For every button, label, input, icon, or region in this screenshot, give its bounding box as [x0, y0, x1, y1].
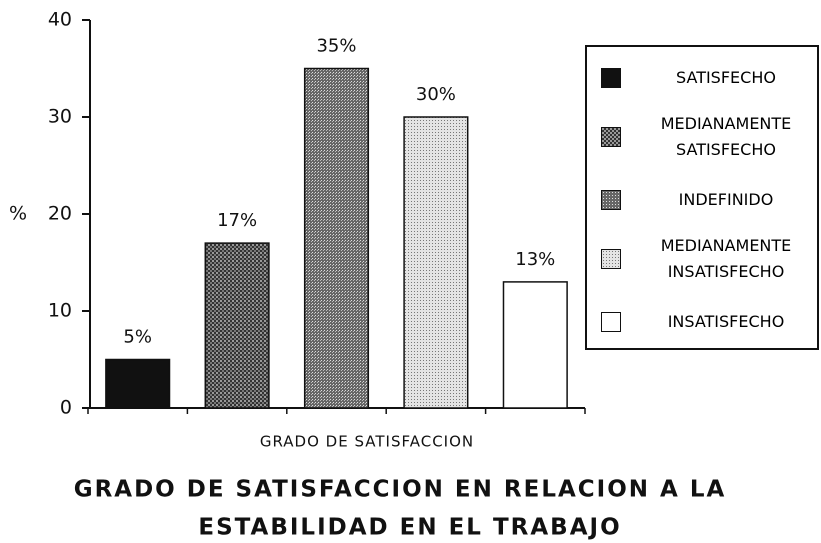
legend-label: SATISFECHO — [676, 68, 776, 87]
x-axis-label: GRADO DE SATISFACCION — [260, 433, 474, 451]
bar — [303, 67, 370, 409]
bar — [105, 358, 171, 409]
y-tick-label: 0 — [60, 397, 72, 419]
legend-item: INDEFINIDO — [601, 187, 811, 213]
legend-item: MEDIANAMENTE SATISFECHO — [601, 111, 811, 163]
y-tick-label: 10 — [48, 300, 72, 322]
legend-item: INSATISFECHO — [601, 309, 811, 335]
value-label: 5% — [123, 327, 152, 348]
legend-item: MEDIANAMENTE INSATISFECHO — [601, 233, 811, 285]
legend: SATISFECHO MEDIANAMENTE SATISFECHO INDEFIN… — [585, 45, 819, 350]
legend-label: INSATISFECHO — [667, 312, 785, 331]
legend-label: MEDIANAMENTE INSATISFECHO — [660, 236, 792, 281]
y-axis-label: % — [9, 203, 27, 225]
legend-item: SATISFECHO — [601, 65, 811, 91]
y-tick-label: 30 — [48, 106, 72, 128]
value-label: 13% — [515, 249, 555, 270]
value-label: 17% — [217, 210, 257, 231]
legend-swatch — [601, 127, 621, 147]
legend-label: MEDIANAMENTE SATISFECHO — [660, 114, 792, 159]
legend-swatch — [601, 312, 621, 332]
legend-swatch — [601, 190, 621, 210]
legend-swatch — [601, 249, 621, 269]
bar — [204, 242, 270, 409]
legend-label: INDEFINIDO — [678, 190, 774, 209]
bar — [403, 116, 469, 409]
y-tick-label: 20 — [48, 203, 72, 225]
bar — [502, 281, 568, 409]
legend-swatch — [601, 68, 621, 88]
chart-title: ESTABILIDAD EN EL TRABAJO — [198, 515, 621, 541]
value-label: 30% — [416, 84, 456, 105]
value-label: 35% — [316, 36, 356, 57]
y-tick-label: 40 — [48, 9, 72, 31]
chart-title: GRADO DE SATISFACCION EN RELACION A LA — [74, 477, 727, 503]
